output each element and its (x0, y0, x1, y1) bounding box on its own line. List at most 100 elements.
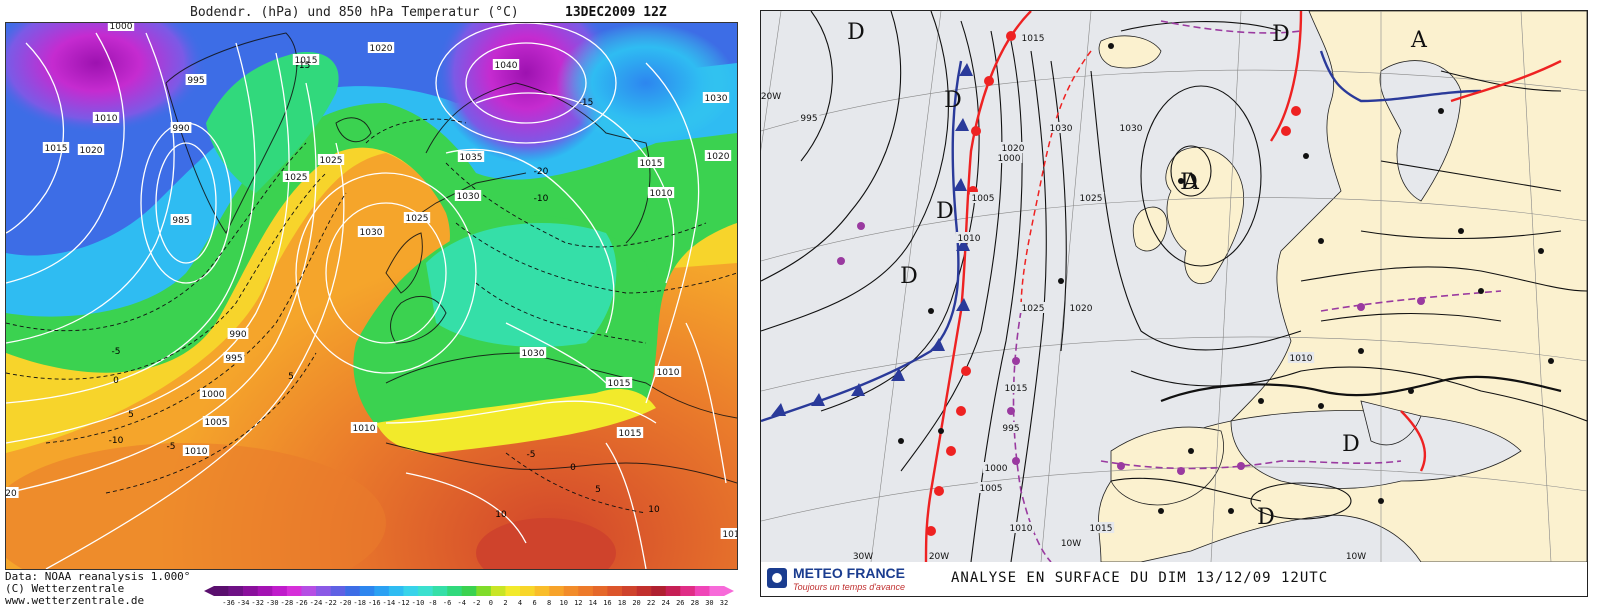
isobar-label: 1010 (95, 114, 118, 124)
isobar-label-bg (999, 142, 1027, 153)
colorbar-tick: -30 (265, 599, 279, 607)
isobar-label-bg (350, 422, 378, 433)
temperature-label: 5 (595, 485, 601, 495)
temperature-label: 10 (648, 505, 660, 515)
colorbar-tick: 2 (503, 599, 508, 607)
colorbar-tick: -16 (367, 599, 381, 607)
colorbar-tick: 4 (517, 599, 523, 607)
isobar-label: 985 (172, 216, 189, 226)
colorbar-swatch (665, 586, 681, 596)
colorbar-tick: 10 (559, 599, 568, 607)
colorbar-tick: -14 (382, 599, 396, 607)
isobar-label: 1015 (1090, 524, 1113, 534)
isobar-label-bg (798, 112, 820, 123)
isobar-label: 990 (229, 330, 246, 340)
isobar-label: 1010 (657, 368, 680, 378)
isobar-label: 1030 (457, 192, 480, 202)
map-footer: METEO FRANCE Toujours un temps d'avance … (760, 562, 1588, 597)
colorbar-tick: 24 (661, 599, 670, 607)
low-pressure-center: D (1180, 170, 1198, 195)
isobar-label: 1025 (1022, 304, 1045, 314)
colorbar-swatch (330, 586, 346, 596)
isobar-label-bg (170, 122, 192, 133)
colorbar-swatch (694, 586, 710, 596)
isobar-label-bg (1067, 302, 1095, 313)
colorbar-swatch (418, 586, 433, 596)
chart-date: 13DEC2009 12Z (565, 5, 667, 20)
colorbar-swatch (651, 586, 667, 596)
credit-line-url: www.wetterzentrale.de (5, 594, 145, 607)
isobar-label: 1010 (1010, 524, 1033, 534)
isobar-label: 1005 (205, 418, 228, 428)
colorbar-tick: 30 (705, 599, 714, 607)
temperature-label: -15 (579, 98, 594, 108)
isobar-label: 1020 (370, 44, 393, 54)
colorbar-tick: 22 (646, 599, 656, 607)
colorbar-swatch (709, 586, 725, 596)
isobar-label: 1025 (320, 156, 343, 166)
colorbar-tick: -2 (472, 599, 481, 607)
isobar-label-bg (605, 377, 633, 388)
temperature-label: -20 (534, 167, 549, 177)
isobar-label: 1020 (80, 146, 103, 156)
wetterzentrale-panel: Bodendr. (hPa) und 850 hPa Temperatur (°… (0, 0, 750, 614)
isobar-label-bg (637, 157, 665, 168)
temperature-label: -5 (112, 347, 121, 357)
high-pressure-center: A (1182, 170, 1200, 195)
isobar-label: 990 (172, 124, 189, 134)
low-pressure-center: D (944, 88, 962, 113)
isobar-label: 1025 (406, 214, 429, 224)
isobar-label: 1015 (608, 379, 631, 389)
isobar-label-bg (403, 212, 431, 223)
isobar-label-bg (982, 462, 1010, 473)
temperature-label: 10 (495, 510, 507, 520)
isobar-label: 995 (800, 114, 817, 124)
isobar-label: 1020 (707, 152, 730, 162)
isobar-label: 1015 (295, 56, 318, 66)
colorbar-tick-labels: -36 -34 -32 -30 -28 -26 -24 -22 -20 -18 -16 -14 -12-… (204, 599, 734, 609)
colorbar-tick: -12 (397, 599, 410, 607)
colorbar-swatch (228, 586, 244, 596)
isobar-label-bg (1117, 122, 1145, 133)
isobar-label-bg (654, 366, 682, 377)
isobar-label-bg (185, 74, 207, 85)
isobar-label-bg (519, 347, 547, 358)
graticule-labels: 20W 10W 30W 20W 10W (761, 92, 1366, 562)
colorbar-swatch (592, 586, 608, 596)
colorbar-tick: 28 (690, 599, 700, 607)
colorbar-swatch (403, 586, 419, 596)
isobar-label-bg (292, 54, 320, 65)
isobar-label: 1000 (202, 390, 225, 400)
logo-tagline: Toujours un temps d'avance (793, 582, 905, 592)
colorbar-swatch (272, 586, 288, 596)
isobar-label: 1030 (522, 349, 545, 359)
colorbar-tick: -6 (442, 599, 452, 607)
colorbar-tick: -10 (411, 599, 425, 607)
isobar-label-bg (616, 427, 644, 438)
isobar-label-bg (1047, 122, 1075, 133)
isobar-labels: 995 1000 1005 1010 1015 1020 1025 1030 1030 1025 1… (798, 32, 1315, 534)
low-pressure-center: D (1272, 22, 1290, 47)
colorbar-swatch (607, 586, 623, 596)
colorbar-tick: 8 (547, 599, 552, 607)
high-pressure-center: A (1410, 28, 1428, 53)
isobar-label: 1010 (353, 424, 376, 434)
isobar-label-bg (170, 214, 192, 225)
isobar-label: 1015 (45, 144, 68, 154)
isobar-label: 1030 (1120, 124, 1143, 134)
colorbar-tick: -18 (353, 599, 367, 607)
isobar-label-bg (6, 487, 19, 498)
isobar-label: 1020 (1002, 144, 1025, 154)
isobar-label: 1025 (285, 173, 308, 183)
isobar-label-bg (1287, 352, 1315, 363)
colorbar-swatch (563, 586, 579, 596)
isobar-label-bg (367, 42, 395, 53)
colorbar-tick: -34 (236, 599, 250, 607)
isobar-label: 1005 (980, 484, 1003, 494)
analysis-caption: ANALYSE EN SURFACE DU DIM 13/12/09 12UTC (951, 570, 1329, 586)
colorbar-tick: -8 (428, 599, 437, 607)
colorbar-tick: 6 (532, 599, 537, 607)
graticule-label: 20W (929, 552, 949, 562)
